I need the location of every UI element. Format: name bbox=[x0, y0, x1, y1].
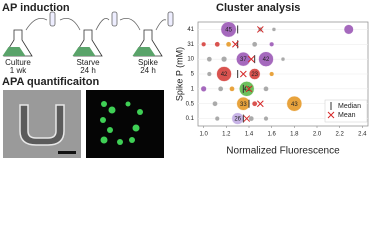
legend-label: Median bbox=[338, 103, 361, 110]
process-diagram bbox=[2, 11, 174, 57]
step-label: Starve bbox=[76, 58, 100, 67]
bubble bbox=[251, 41, 258, 48]
bubble-label: 42 bbox=[221, 72, 228, 78]
y-tick-label: 10 bbox=[187, 57, 194, 63]
legend bbox=[324, 99, 368, 123]
mean-mark bbox=[256, 100, 264, 108]
bubble bbox=[280, 56, 286, 62]
bubble bbox=[236, 96, 251, 111]
mean-mark bbox=[245, 85, 253, 93]
x-tick-label: 1.6 bbox=[267, 132, 276, 138]
bubble bbox=[229, 86, 235, 92]
bubble bbox=[263, 116, 269, 122]
bubble-label: 26 bbox=[234, 117, 241, 123]
x-tick-label: 1.2 bbox=[222, 132, 231, 138]
step-duration: 24 h bbox=[80, 66, 96, 75]
bubble-label: 43 bbox=[291, 102, 298, 108]
bubble bbox=[214, 116, 220, 122]
mean-mark bbox=[239, 70, 247, 78]
bubble bbox=[200, 85, 207, 92]
y-axis-label: Spike P (mM) bbox=[174, 47, 184, 101]
bubble bbox=[263, 86, 269, 92]
step-label: Spike bbox=[138, 58, 159, 67]
panel-title: APA quantificaiton bbox=[2, 76, 99, 88]
step-duration: 24 h bbox=[140, 66, 156, 75]
y-tick-label: 5 bbox=[191, 72, 195, 78]
figure: AP induction Culture 1 wk Starve 24 h Sp… bbox=[2, 2, 369, 158]
x-tick-label: 2.4 bbox=[358, 132, 367, 138]
bubble bbox=[206, 71, 212, 77]
panel-title: AP induction bbox=[2, 2, 70, 14]
step-duration: 1 wk bbox=[10, 66, 27, 75]
bubble bbox=[269, 71, 275, 77]
step-label: Culture bbox=[5, 58, 31, 67]
cluster-chart: Cluster analysis Spike P (mM) Normalized F… bbox=[174, 2, 369, 157]
mean-mark bbox=[256, 26, 264, 33]
x-tick-label: 1.8 bbox=[290, 132, 299, 138]
micrographs bbox=[3, 90, 164, 158]
bubble bbox=[217, 86, 224, 92]
x-tick-label: 2.2 bbox=[335, 132, 344, 138]
bubble-label: 42 bbox=[263, 57, 270, 63]
bubble bbox=[251, 100, 258, 107]
bubble-label: 45 bbox=[225, 28, 232, 34]
bubble bbox=[258, 51, 274, 67]
bubble bbox=[248, 68, 261, 80]
y-tick-label: 31 bbox=[187, 42, 194, 48]
mean-mark bbox=[243, 115, 251, 122]
y-tick-label: 1 bbox=[191, 86, 195, 92]
bubble bbox=[269, 41, 275, 47]
x-tick-label: 2.0 bbox=[313, 132, 322, 138]
bubble bbox=[271, 27, 277, 32]
x-tick-label: 1.0 bbox=[199, 132, 208, 138]
bubble bbox=[286, 95, 303, 112]
y-tick-label: 0.1 bbox=[186, 116, 195, 122]
bubble bbox=[221, 56, 228, 63]
bubble-label: 37 bbox=[240, 57, 247, 63]
y-tick-label: 41 bbox=[187, 27, 194, 33]
bubble bbox=[201, 41, 207, 47]
x-axis-label: Normalized Fluorescence bbox=[226, 146, 340, 157]
bubble bbox=[225, 41, 232, 48]
bubble bbox=[212, 100, 218, 107]
legend-marker bbox=[327, 111, 335, 119]
mean-mark bbox=[247, 55, 255, 63]
bubble bbox=[248, 115, 255, 122]
bubble-label: 23 bbox=[251, 72, 258, 78]
bubble bbox=[236, 51, 251, 67]
bubble-label: 33 bbox=[240, 102, 247, 108]
bubble bbox=[343, 24, 354, 35]
bubble bbox=[220, 21, 237, 38]
bubble-label: 42 bbox=[243, 87, 250, 93]
bubble bbox=[216, 66, 232, 82]
bubble bbox=[206, 56, 213, 62]
chart-title: Cluster analysis bbox=[216, 2, 300, 14]
legend-label: Mean bbox=[338, 112, 356, 119]
bubble bbox=[214, 41, 221, 48]
y-tick-label: 0.5 bbox=[186, 101, 195, 107]
mean-mark bbox=[232, 40, 239, 48]
x-tick-label: 1.4 bbox=[245, 132, 254, 138]
